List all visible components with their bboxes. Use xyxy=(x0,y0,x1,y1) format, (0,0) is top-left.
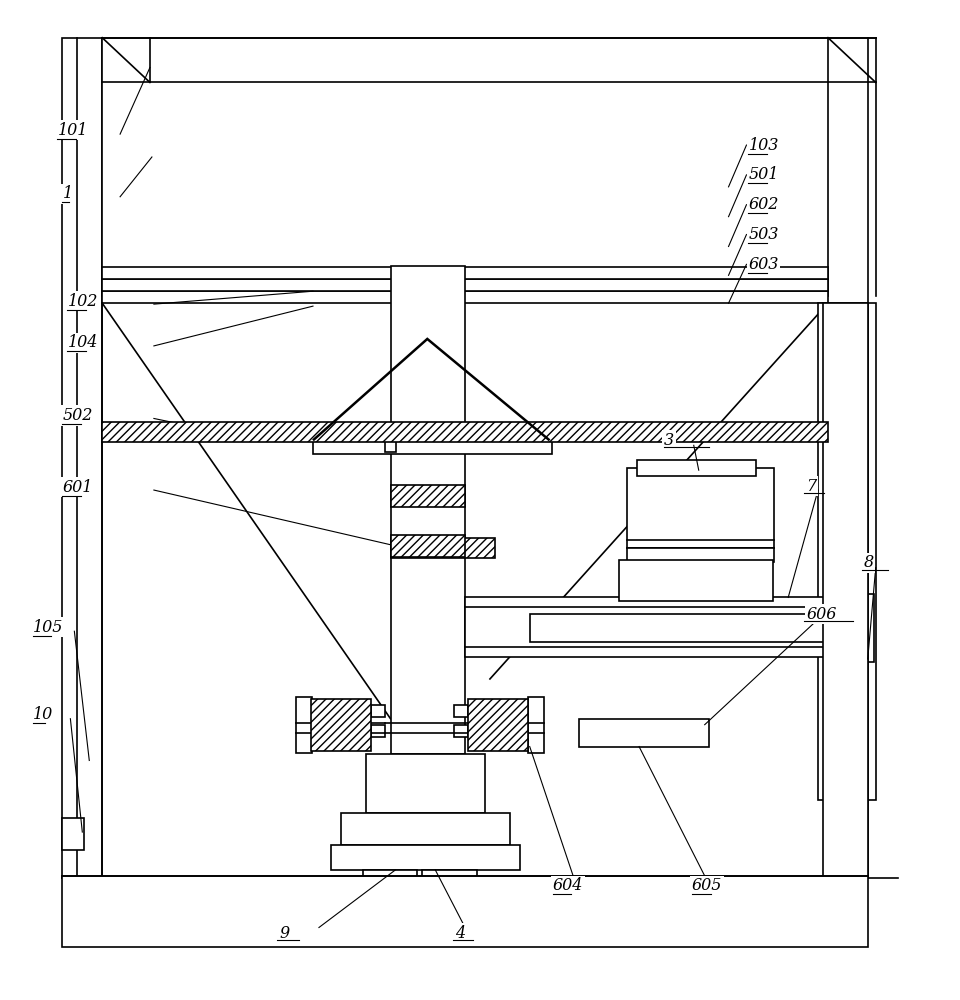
Bar xyxy=(296,697,312,753)
Bar xyxy=(391,535,465,557)
Bar xyxy=(371,705,385,717)
Text: 8: 8 xyxy=(864,554,874,571)
Text: 602: 602 xyxy=(749,196,779,213)
Text: 105: 105 xyxy=(33,619,63,636)
Bar xyxy=(528,697,543,753)
Bar xyxy=(823,303,868,878)
Bar xyxy=(454,705,468,717)
Text: 101: 101 xyxy=(58,122,87,139)
Text: 605: 605 xyxy=(692,877,722,894)
Text: 9: 9 xyxy=(279,925,289,942)
Bar xyxy=(102,291,828,303)
Text: 606: 606 xyxy=(806,606,836,623)
Bar xyxy=(465,597,868,657)
Text: 7: 7 xyxy=(806,478,816,495)
Bar xyxy=(422,870,477,895)
Bar xyxy=(530,614,848,642)
Text: 3: 3 xyxy=(664,432,674,449)
Bar xyxy=(818,303,876,800)
Bar xyxy=(62,38,102,878)
Bar xyxy=(363,870,418,895)
Text: 604: 604 xyxy=(553,877,583,894)
Bar xyxy=(627,468,775,548)
Bar xyxy=(468,699,528,751)
Bar xyxy=(102,422,828,442)
Text: 104: 104 xyxy=(67,334,98,351)
Bar xyxy=(313,438,552,454)
Text: 603: 603 xyxy=(749,256,779,273)
Text: 1: 1 xyxy=(62,185,73,202)
Bar xyxy=(371,725,385,737)
Text: 501: 501 xyxy=(749,166,779,183)
Bar xyxy=(341,813,510,845)
Bar xyxy=(391,538,495,558)
Bar xyxy=(102,38,828,296)
Bar xyxy=(311,699,371,751)
Bar xyxy=(366,754,485,813)
Text: 503: 503 xyxy=(749,226,779,243)
Bar xyxy=(855,594,874,662)
Bar xyxy=(619,560,774,601)
Bar xyxy=(580,719,708,747)
Text: 103: 103 xyxy=(749,137,779,154)
Bar xyxy=(331,845,519,870)
Bar xyxy=(637,460,756,476)
Text: 502: 502 xyxy=(62,407,93,424)
Text: 102: 102 xyxy=(67,293,98,310)
Bar xyxy=(102,267,828,279)
Text: 10: 10 xyxy=(33,706,53,723)
Bar xyxy=(391,485,465,507)
Bar xyxy=(454,725,468,737)
Bar xyxy=(627,548,775,562)
Bar xyxy=(62,876,868,947)
Text: 4: 4 xyxy=(455,925,466,942)
Bar xyxy=(385,440,396,452)
Bar xyxy=(102,279,828,291)
Bar xyxy=(62,818,84,850)
Bar xyxy=(391,266,465,754)
Text: 601: 601 xyxy=(62,479,93,496)
